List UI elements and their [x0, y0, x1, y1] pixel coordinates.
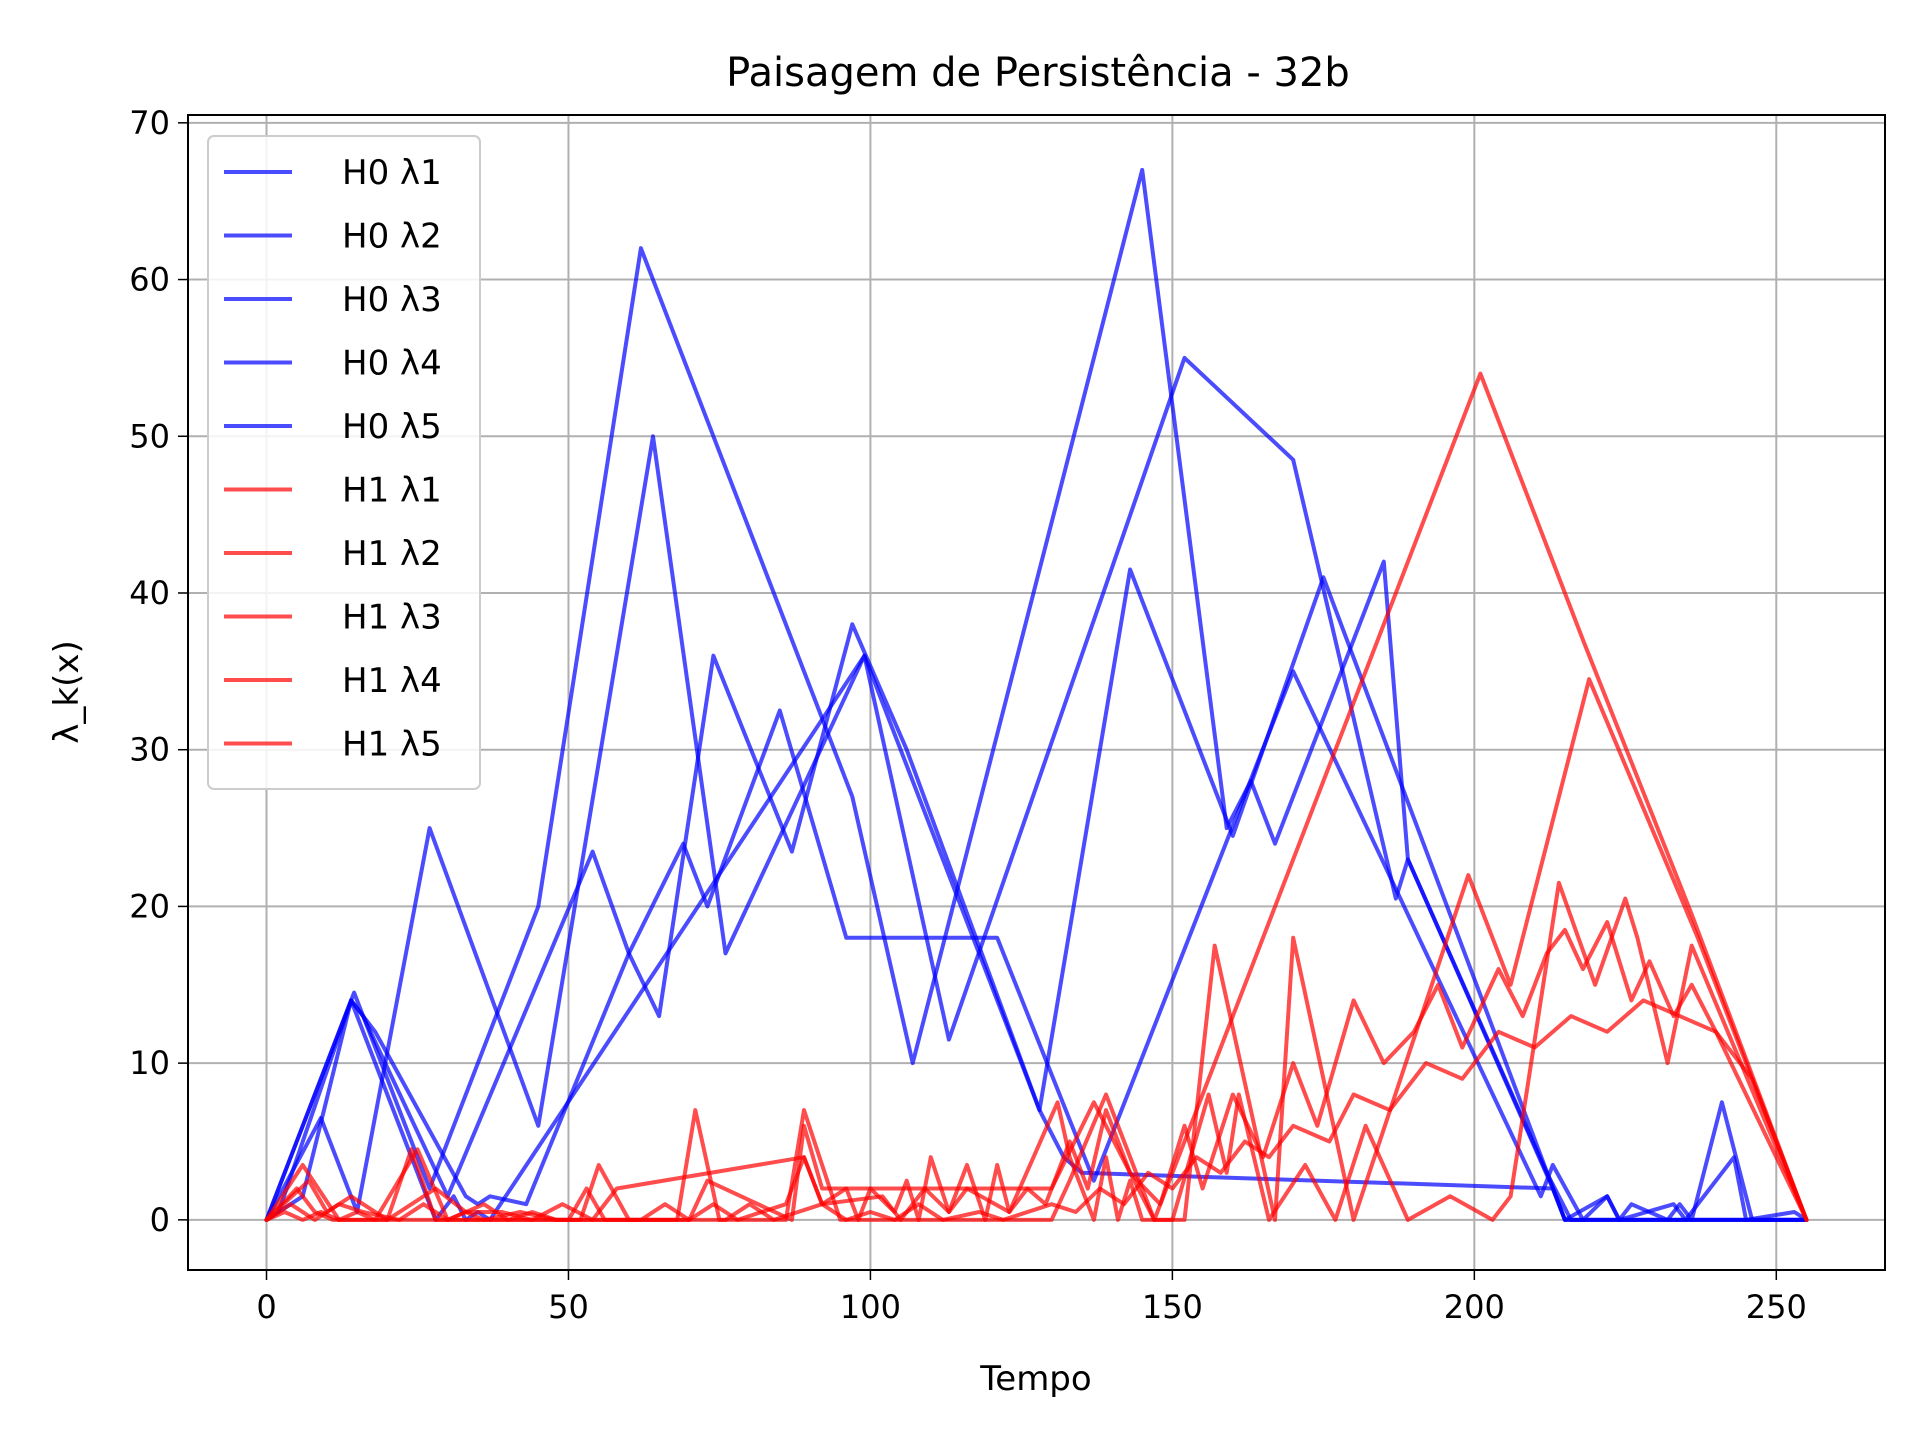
- legend-label-2: H0 λ3: [342, 280, 442, 320]
- legend-label-6: H1 λ2: [342, 534, 442, 574]
- tick-layer: 0 50 100 150 200 250 0 10 20 30 40 50 60 70: [129, 104, 1807, 1326]
- series-line-H0-λ4: [264, 669, 1809, 1222]
- series-line-H1-λ5: [264, 998, 1809, 1222]
- legend-label-4: H0 λ5: [342, 407, 442, 447]
- y-axis-label: λ_k(x): [47, 640, 87, 743]
- legend-label-0: H0 λ1: [342, 153, 442, 193]
- chart-title: Paisagem de Persistência - 32b: [726, 50, 1350, 96]
- legend: H0 λ1 H0 λ2 H0 λ3 H0 λ4 H0 λ5 H1 λ1 H1 λ2 H1 λ3…: [207, 135, 481, 790]
- x-tick-label-3: 150: [1142, 1288, 1203, 1326]
- x-tick-label-4: 200: [1444, 1288, 1505, 1326]
- legend-label-1: H0 λ2: [342, 217, 442, 257]
- x-tick-label-5: 250: [1746, 1288, 1807, 1326]
- y-tick-label-2: 20: [129, 887, 170, 925]
- y-tick-label-4: 40: [129, 574, 170, 612]
- legend-label-7: H1 λ3: [342, 598, 442, 638]
- legend-label-3: H0 λ4: [342, 344, 442, 384]
- y-tick-label-1: 10: [129, 1044, 170, 1082]
- grid-layer: [188, 115, 1885, 1270]
- y-tick-label-0: 0: [150, 1201, 170, 1239]
- series-line-H1-λ1: [264, 371, 1809, 1222]
- x-axis-label: Tempo: [979, 1359, 1091, 1399]
- y-tick-label-3: 30: [129, 731, 170, 769]
- y-tick-label-5: 50: [129, 417, 170, 455]
- series-line-H1-λ2: [264, 677, 1809, 1222]
- legend-label-9: H1 λ5: [342, 725, 442, 765]
- x-tick-label-0: 0: [256, 1288, 276, 1326]
- series-layer: [264, 167, 1809, 1222]
- x-tick-label-1: 50: [548, 1288, 589, 1326]
- legend-label-8: H1 λ4: [342, 661, 442, 701]
- y-tick-label-7: 70: [129, 104, 170, 142]
- plot-frame: [187, 114, 1886, 1271]
- x-tick-label-2: 100: [840, 1288, 901, 1326]
- legend-label-5: H1 λ1: [342, 471, 442, 511]
- series-line-H1-λ4: [264, 920, 1809, 1222]
- y-tick-label-6: 60: [129, 261, 170, 299]
- series-line-H1-λ3: [264, 880, 1809, 1222]
